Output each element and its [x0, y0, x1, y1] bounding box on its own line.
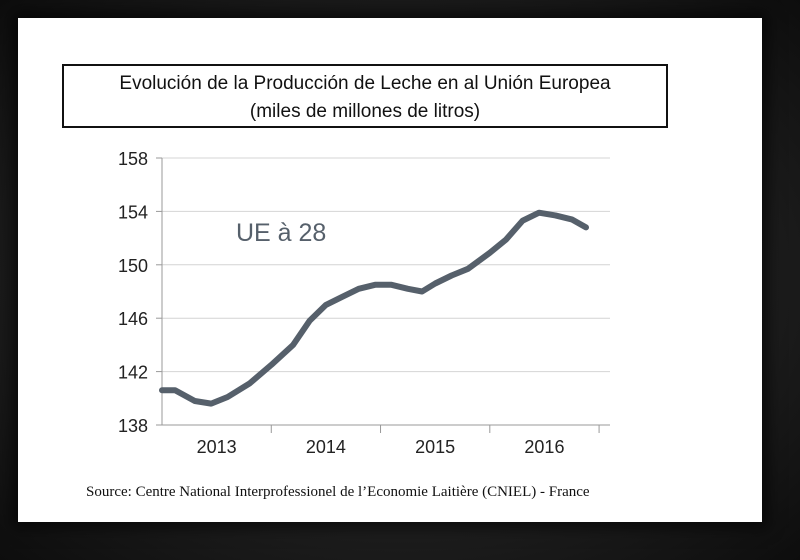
x-tick-label-2015: 2015: [415, 437, 455, 457]
axes: [156, 157, 610, 433]
series-lines: [159, 209, 589, 407]
chart-title: Evolución de la Producción de Leche en a…: [119, 73, 611, 94]
x-tick-label-2014: 2014: [306, 437, 346, 457]
gridlines: [162, 157, 610, 373]
x-tick-labels: 2013 2014 2015 2016: [197, 437, 565, 457]
y-tick-label: 154: [118, 202, 148, 222]
y-tick-label: 146: [118, 309, 148, 329]
y-tick-label: 150: [118, 256, 148, 276]
x-tick-label-2016: 2016: [524, 437, 564, 457]
y-tick-labels: 138 142 146 150 154 158: [118, 149, 148, 436]
y-tick-label: 138: [118, 416, 148, 436]
x-tick-label-2013: 2013: [197, 437, 237, 457]
chart-subtitle: (miles de millones de litros): [249, 101, 481, 122]
source-note: Source: Centre National Interprofessione…: [86, 484, 590, 500]
y-tick-label: 142: [118, 363, 148, 383]
series-line-0: [159, 209, 589, 407]
y-tick-label: 158: [118, 149, 148, 169]
chart-title-box: Evolución de la Producción de Leche en a…: [62, 64, 668, 128]
series-annotation: UE à 28: [236, 219, 326, 247]
